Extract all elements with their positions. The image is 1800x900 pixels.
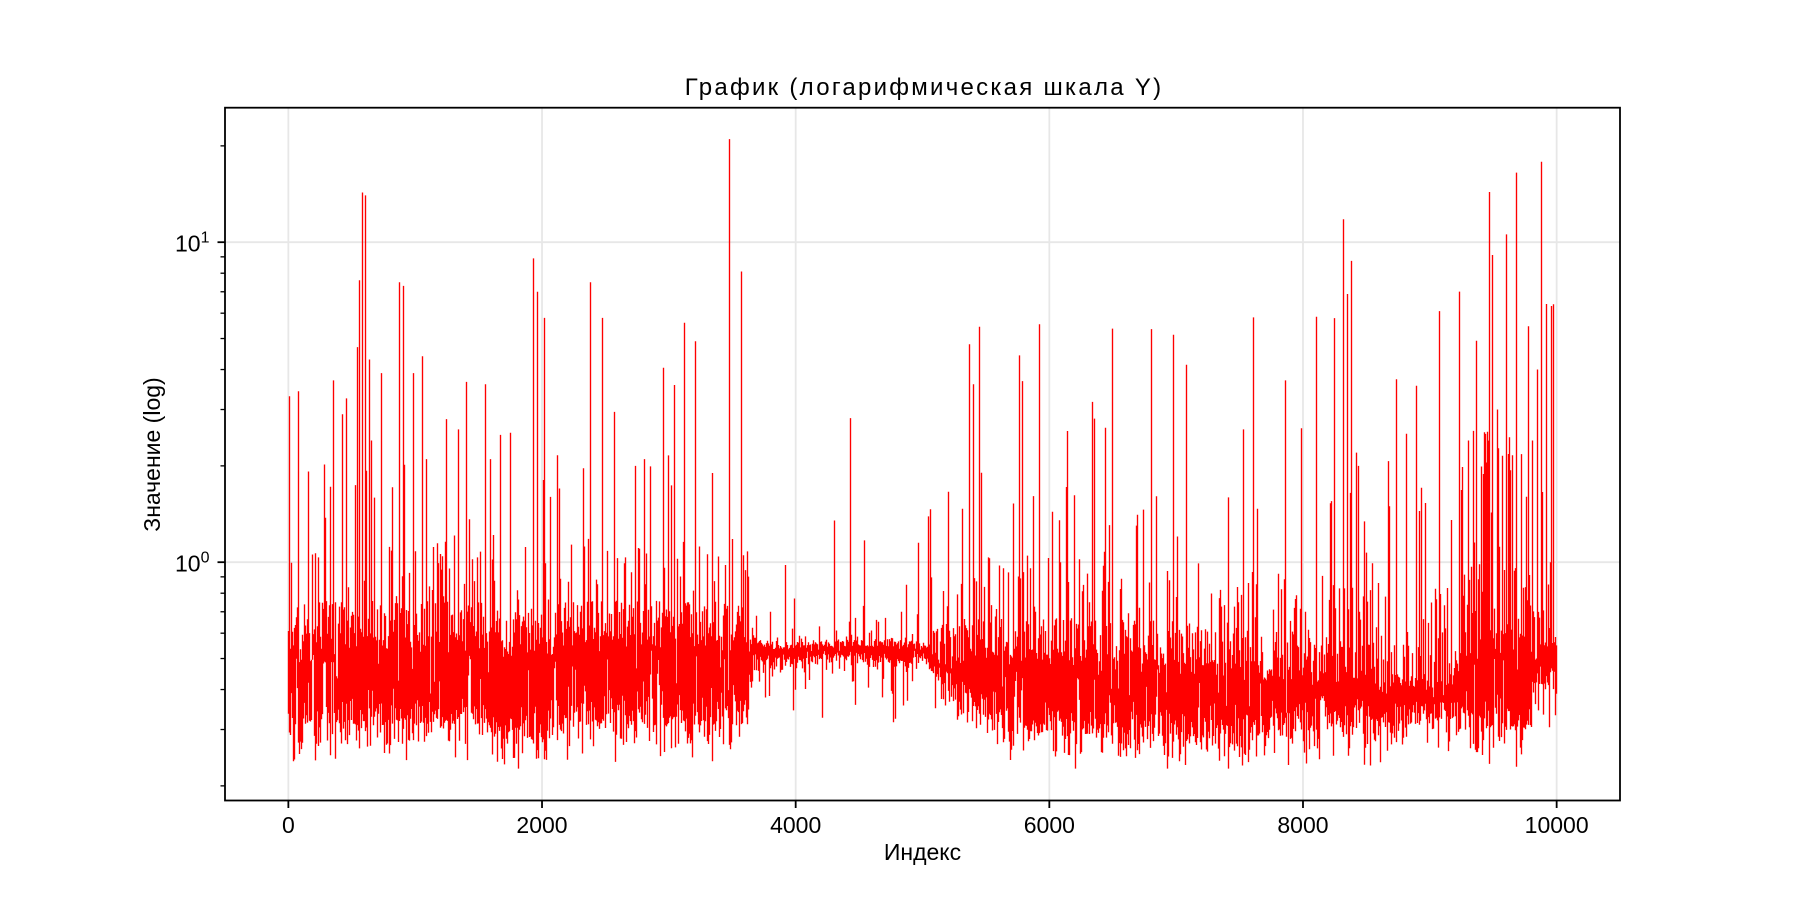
svg-text:100: 100 bbox=[175, 550, 210, 577]
svg-text:6000: 6000 bbox=[1024, 812, 1075, 838]
svg-text:4000: 4000 bbox=[770, 812, 821, 838]
svg-text:0: 0 bbox=[282, 812, 295, 838]
svg-text:Индекс: Индекс bbox=[884, 839, 961, 865]
svg-text:10000: 10000 bbox=[1525, 812, 1589, 838]
svg-text:График (логарифмическая шкала: График (логарифмическая шкала Y) bbox=[685, 74, 1161, 101]
svg-text:Значение (log): Значение (log) bbox=[139, 377, 165, 531]
svg-text:8000: 8000 bbox=[1277, 812, 1328, 838]
svg-text:2000: 2000 bbox=[516, 812, 567, 838]
